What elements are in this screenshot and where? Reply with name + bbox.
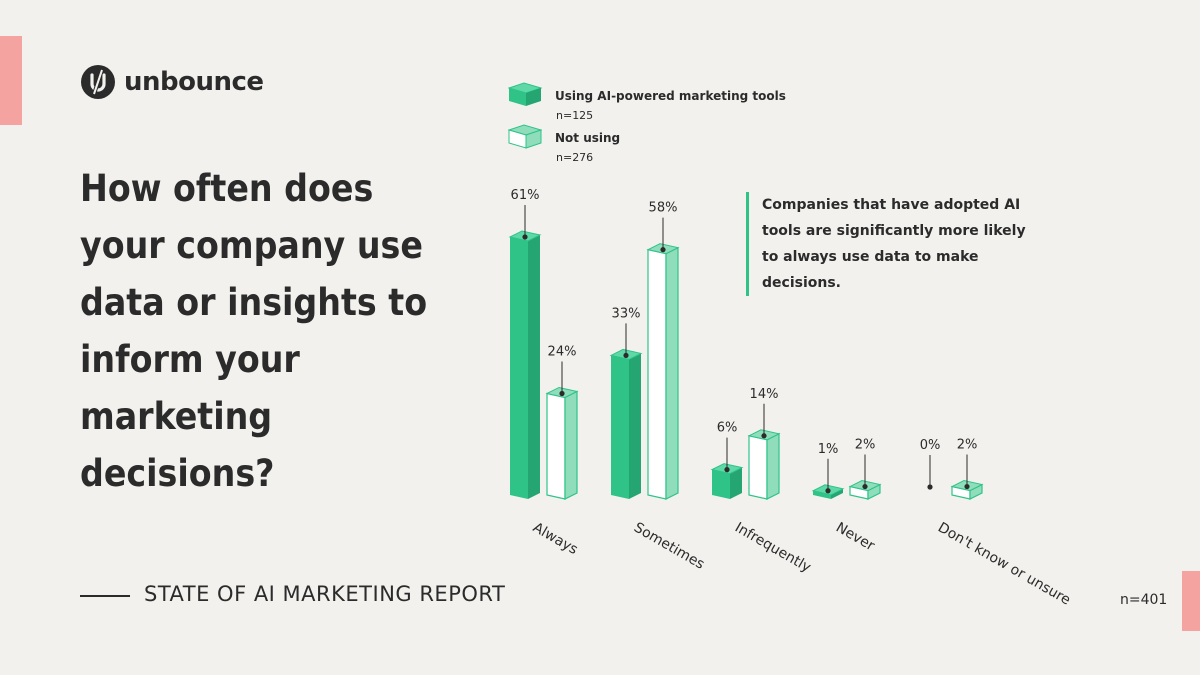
accent-bar-top [0,36,22,125]
legend-item-non-ai: Not using n=276 [508,124,808,164]
bar-ai-0-front [510,236,528,499]
category-label-0: Always [530,520,581,558]
bar-ai-3-value-label: 1% [818,442,839,457]
legend-label-non-ai: Not using [555,131,621,145]
bar-non-ai-0-value-label: 24% [548,344,577,359]
bar-non-ai-1-dot [660,247,666,253]
category-label-3: Never [833,520,877,555]
report-title-rule [80,595,130,597]
bar-non-ai-1-value-label: 58% [649,201,678,216]
bar-non-ai-2-side [766,432,780,500]
bar-non-ai-1-front [647,248,667,500]
bar-non-ai-2-dot [761,433,767,439]
bar-ai-2-side [730,467,742,499]
legend-swatch-non-ai-icon [508,124,542,149]
legend-swatch-ai-icon [508,82,542,106]
bar-ai-2-dot [724,467,730,473]
bar-ai-3-front [813,490,831,499]
bar-non-ai-3-value-label: 2% [855,438,876,453]
total-sample-size: n=401 [1120,592,1168,608]
bar-non-ai-3-dot [862,483,868,490]
brand-name: unbounce [124,67,264,97]
chart-question: How often does your company use data or … [80,167,428,495]
category-label-4: Don't know or unsure [935,520,1073,609]
bar-non-ai-4-dot [964,483,970,490]
bar-ai-3-side [831,488,843,499]
brand-logo: unbounce [80,64,264,100]
bar-ai-1-front [611,355,629,499]
bar-ai-0-side [528,234,540,499]
insight-callout: Companies that have adopted AI tools are… [746,192,1036,296]
bar-ai-0-value-label: 61% [511,188,540,203]
bar-non-ai-2-front [748,435,768,500]
legend-n-ai: n=125 [556,109,594,122]
bar-ai-4-value-label: 0% [920,438,941,453]
bar-non-ai-0-side [564,390,578,500]
category-label-2: Infrequently [732,520,814,576]
legend-n-non-ai: n=276 [556,151,594,164]
report-title: STATE OF AI MARKETING REPORT [144,582,506,606]
accent-bar-bottom [1182,571,1200,631]
unbounce-logo-icon [81,65,115,99]
bar-non-ai-4-value-label: 2% [957,438,978,453]
bar-non-ai-0-front [546,392,566,500]
bar-ai-4-dot [927,484,933,490]
bar-ai-1-side [629,353,641,499]
legend-item-ai: Using AI-powered marketing tools n=125 [508,82,808,122]
bar-ai-2-value-label: 6% [717,421,738,436]
bar-non-ai-1-side [665,246,679,500]
bar-ai-3-dot [825,488,831,494]
bar-ai-1-value-label: 33% [612,306,641,321]
bar-non-ai-2-value-label: 14% [750,387,779,402]
bar-ai-1-dot [623,352,629,359]
bar-ai-2-front [712,469,730,499]
legend-label-ai: Using AI-powered marketing tools [555,89,786,103]
bar-non-ai-0-dot [559,390,565,397]
category-label-1: Sometimes [631,520,707,573]
bar-ai-0-dot [522,234,528,240]
